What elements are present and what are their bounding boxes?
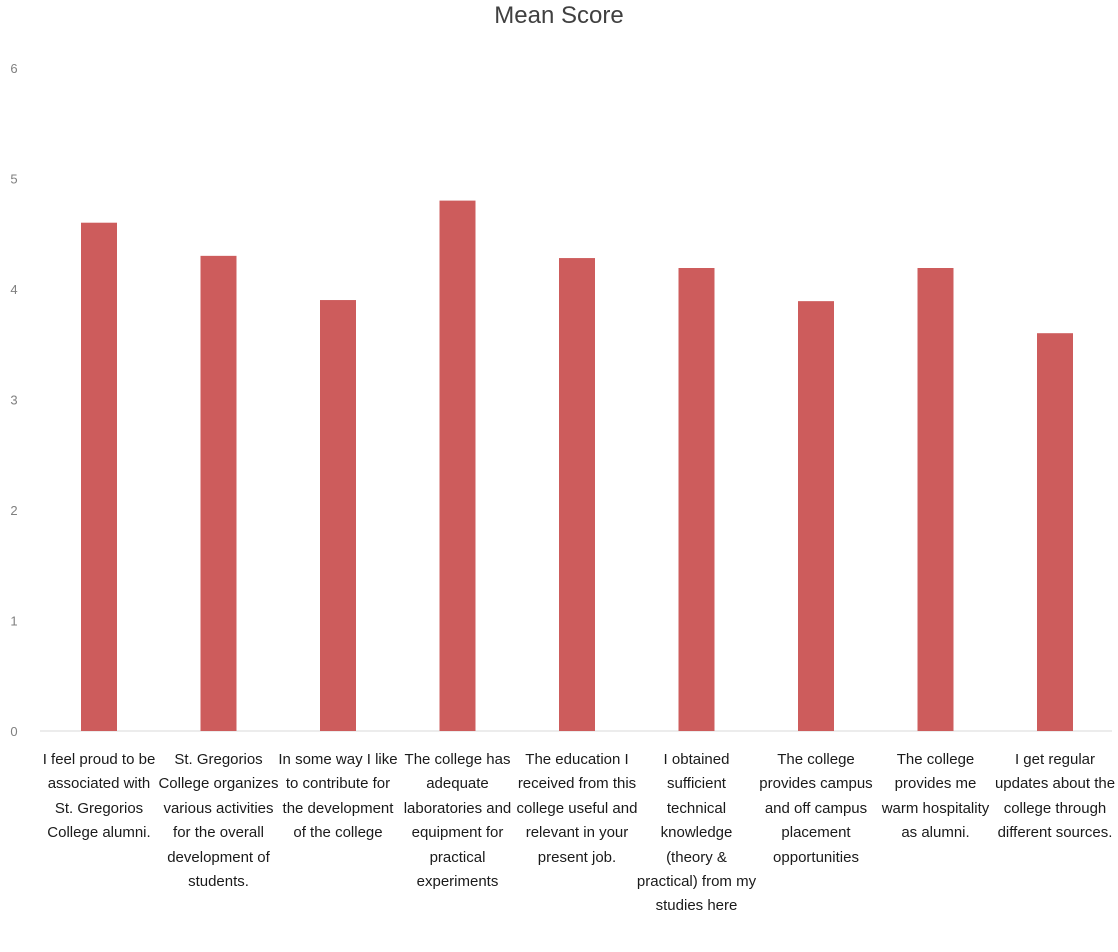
category-label: St. Gregorios College organizes various … [158, 751, 279, 891]
bar [678, 268, 715, 731]
bar [798, 301, 834, 731]
bar [559, 258, 595, 731]
bar [200, 255, 237, 731]
y-tick-label: 4 [10, 282, 17, 297]
y-tick-label: 2 [10, 503, 17, 518]
bar [1037, 333, 1073, 731]
category-label: I feel proud to be associated with St. G… [42, 751, 156, 842]
y-tick-label: 3 [10, 393, 17, 408]
category-label: I obtained sufficient technical knowledg… [636, 751, 757, 915]
category-label: The education I received from this colle… [516, 751, 638, 866]
bar [439, 200, 476, 732]
category-label: The college provides me warm hospitality… [881, 751, 990, 842]
chart-title: Mean Score [494, 2, 624, 29]
y-tick-label: 6 [10, 61, 17, 76]
category-label: I get regular updates about the college … [994, 751, 1116, 842]
category-label: In some way I like to contribute for the… [278, 751, 398, 842]
y-tick-label: 1 [10, 614, 17, 629]
bar [320, 300, 356, 731]
category-label: The college provides campus and off camp… [759, 751, 873, 866]
y-tick-label: 0 [10, 724, 17, 739]
bar [81, 222, 117, 731]
bar [917, 268, 954, 731]
y-tick-label: 5 [10, 172, 17, 187]
category-label: The college has adequate laboratories an… [403, 751, 512, 891]
